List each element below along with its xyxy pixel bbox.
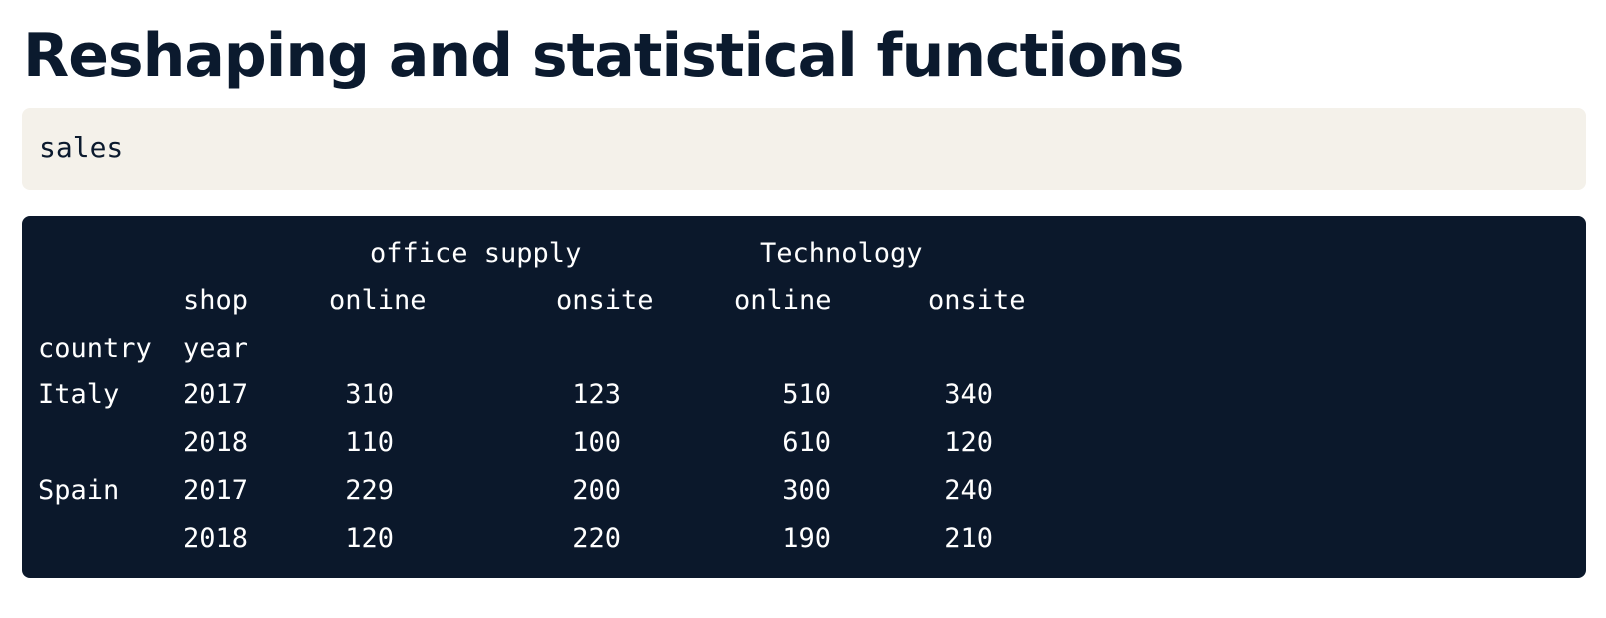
table-cell: 110 [345,427,394,458]
code-input-text: sales [39,131,124,164]
table-cell: 190 [782,523,831,554]
table-cell: 100 [572,427,621,458]
column-header-office-onsite: onsite [556,285,654,316]
code-input-block: sales [22,108,1586,190]
column-level-name-shop: shop [183,285,249,316]
row-year: 2017 [183,379,249,410]
slide-title: Reshaping and statistical functions [23,21,1185,91]
row-year: 2017 [183,475,249,506]
table-cell: 220 [572,523,621,554]
table-cell: 610 [782,427,831,458]
table-cell: 123 [572,379,621,410]
row-year: 2018 [183,427,249,458]
table-cell: 120 [345,523,394,554]
table-cell: 510 [782,379,831,410]
table-cell: 240 [944,475,993,506]
index-name-year: year [183,333,249,364]
row-country: Italy [38,379,120,410]
column-group-office-supply: office supply [370,238,582,269]
column-header-tech-online: online [734,285,832,316]
code-output-block: office supply Technology shop online ons… [22,216,1586,578]
column-header-tech-onsite: onsite [928,285,1026,316]
table-cell: 120 [944,427,993,458]
table-cell: 229 [345,475,394,506]
table-cell: 210 [944,523,993,554]
table-cell: 310 [345,379,394,410]
column-group-technology: Technology [760,238,923,269]
table-cell: 200 [572,475,621,506]
table-cell: 340 [944,379,993,410]
column-header-office-online: online [329,285,427,316]
row-country: Spain [38,475,120,506]
row-year: 2018 [183,523,249,554]
table-cell: 300 [782,475,831,506]
index-name-country: country [38,333,152,364]
